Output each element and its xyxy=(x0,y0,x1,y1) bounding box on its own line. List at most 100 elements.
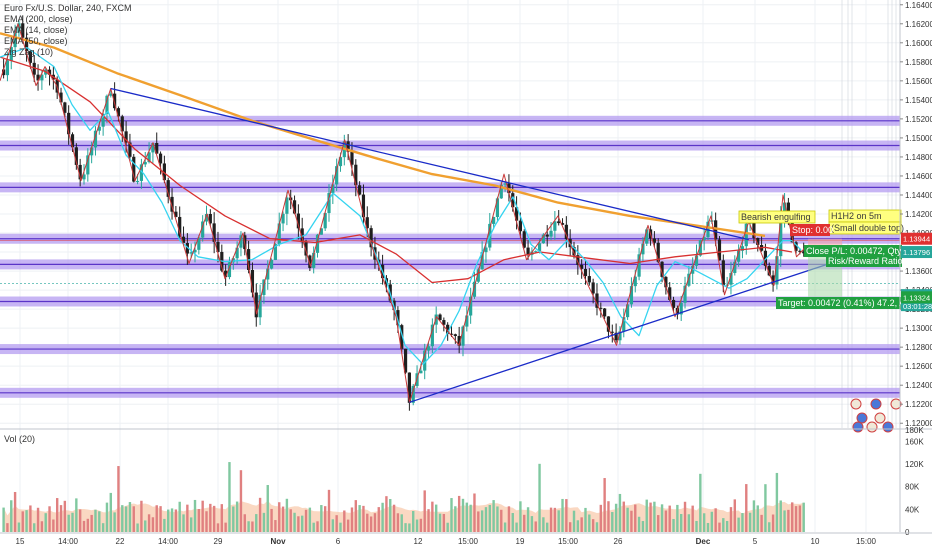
candle-body xyxy=(97,126,101,131)
economic-event-icon[interactable] xyxy=(850,398,862,410)
candle-body xyxy=(775,256,779,285)
risk-reward-label[interactable]: Risk/Reward Ratio: 1 xyxy=(828,256,913,266)
volume-bar xyxy=(787,509,790,532)
price-tag-current-bg xyxy=(901,246,932,259)
candle-body xyxy=(21,23,25,38)
candle-body xyxy=(74,147,78,165)
volume-bar xyxy=(718,522,721,532)
candle-body xyxy=(331,184,335,194)
candle-body xyxy=(116,108,121,117)
candle-body xyxy=(419,370,423,374)
candle-body xyxy=(285,197,289,214)
legend-ema200[interactable]: EMA (200, close) xyxy=(4,14,73,24)
volume-bar xyxy=(140,500,143,532)
time-tick-label: 26 xyxy=(614,537,623,546)
candle-body xyxy=(645,229,649,244)
candle-body xyxy=(779,216,783,257)
candle-body xyxy=(767,265,771,276)
stop-label[interactable]: Stop: 0.00 xyxy=(792,225,833,235)
candle-body xyxy=(338,157,343,167)
candle-body xyxy=(782,202,787,217)
candle-body xyxy=(262,279,266,296)
candle-body xyxy=(449,333,454,335)
candle-body xyxy=(193,249,197,253)
volume-bar xyxy=(779,500,782,532)
volume-bar xyxy=(764,484,767,532)
candle-body xyxy=(603,308,607,317)
candle-body xyxy=(671,299,676,308)
target-label[interactable]: Target: 0.00472 (0.41%) 47.2, A xyxy=(778,298,905,308)
volume-bar xyxy=(377,507,380,532)
h1h2-label[interactable]: H1H2 on 5m xyxy=(831,211,882,221)
bearish-engulfing-label-box xyxy=(738,210,816,224)
indicator-legend: Euro Fx/U.S. Dollar, 240, FXCM EMA (200,… xyxy=(4,3,132,58)
bearish-engulfing-label[interactable]: Bearish engulfing xyxy=(741,212,811,222)
price-tick-label: 1.12200 xyxy=(905,400,932,409)
volume-bar xyxy=(278,502,281,532)
economic-event-icon[interactable] xyxy=(870,398,882,410)
economic-event-icon[interactable] xyxy=(866,421,878,433)
volume-bar xyxy=(664,510,668,532)
volume-bar xyxy=(98,511,101,532)
trendline xyxy=(110,87,749,241)
volume-bar xyxy=(729,507,733,532)
volume-bar xyxy=(350,507,354,532)
volume-bar xyxy=(469,504,472,532)
price-tick-label: 1.14600 xyxy=(905,172,932,181)
price-axis: 1.16400 1.16200 1.16000 1.15800 1.15600 1.154… xyxy=(899,0,932,532)
candle-body xyxy=(166,180,170,197)
close-pl-label-box xyxy=(804,245,902,257)
trendline xyxy=(409,262,831,403)
price-tick-label: 1.14400 xyxy=(905,191,932,200)
economic-event-icon[interactable] xyxy=(874,412,886,424)
volume-bar xyxy=(343,510,346,532)
economic-event-icon[interactable] xyxy=(856,412,868,424)
candle-body xyxy=(721,260,725,286)
close-pl-label[interactable]: Close P/L: 0.00472, Qty xyxy=(806,246,902,256)
volume-bar xyxy=(52,519,55,532)
candle-body xyxy=(637,254,641,277)
volume-bar xyxy=(55,498,59,532)
price-tick-label: 1.14800 xyxy=(905,153,932,162)
volume-bar xyxy=(151,517,155,532)
economic-event-icon[interactable] xyxy=(882,421,894,433)
stop-label-box xyxy=(790,224,830,236)
legend-ema-other[interactable]: EMA (50, close) xyxy=(4,36,68,46)
volume-bar xyxy=(392,504,396,532)
volume-bar xyxy=(101,523,105,532)
volume-bar xyxy=(323,506,327,532)
volume-bar xyxy=(346,519,350,532)
candle-body xyxy=(185,242,189,254)
double-top-label[interactable]: (Small double top) xyxy=(831,223,904,233)
volume-pane-label[interactable]: Vol (20) xyxy=(4,434,36,444)
candle-body xyxy=(269,259,274,269)
volume-bar xyxy=(442,513,446,532)
time-tick-label: 22 xyxy=(116,537,125,546)
volume-bar xyxy=(611,512,614,532)
candle-body xyxy=(717,239,722,261)
volume-bar xyxy=(637,516,641,532)
candle-body xyxy=(296,213,300,229)
volume-bar xyxy=(82,520,86,532)
price-tick-label: 1.15600 xyxy=(905,77,932,86)
volume-bar xyxy=(538,463,541,532)
candle-body xyxy=(430,324,434,347)
candle-body xyxy=(729,273,733,285)
volume-bar xyxy=(756,505,759,532)
volume-bar xyxy=(29,505,32,532)
economic-event-icon[interactable] xyxy=(852,421,864,433)
volume-bar xyxy=(419,518,423,532)
volume-bar xyxy=(354,500,357,532)
candle-body xyxy=(346,141,350,152)
volume-bar xyxy=(595,522,599,532)
candle-body xyxy=(503,183,507,185)
candle-body xyxy=(212,223,216,242)
legend-zigzag[interactable]: Zig Zag (10) xyxy=(4,47,54,57)
candle-body xyxy=(626,304,630,318)
volume-bar xyxy=(653,501,656,532)
candle-body xyxy=(70,134,75,148)
volume-bar xyxy=(396,513,400,532)
legend-ema14[interactable]: EMA (14, close) xyxy=(4,25,68,35)
price-tick-label: 1.13000 xyxy=(905,324,932,333)
